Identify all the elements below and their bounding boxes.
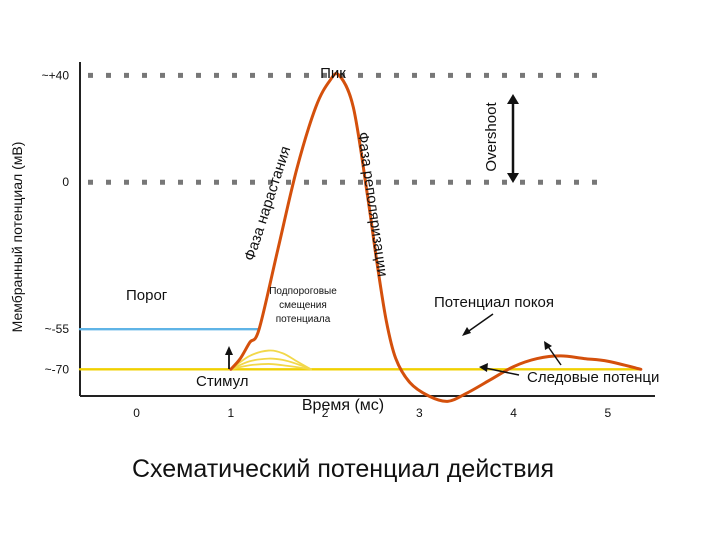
resting-potential-label: Потенциал покоя	[434, 294, 554, 311]
stimulus-label: Стимул	[196, 373, 249, 390]
chart-title: Схематический потенциал действия	[132, 455, 554, 483]
peak-label: Пик	[320, 65, 346, 82]
threshold-label: Порог	[126, 287, 168, 304]
y-tick-label: ~-55	[45, 322, 70, 336]
resting-potential-arrow	[462, 313, 494, 336]
repolarization-phase-label: Фаза реполяризации	[354, 131, 391, 278]
x-tick-labels: 0 1 2 3 4 5	[133, 406, 611, 420]
subthreshold-1-series	[229, 349, 312, 371]
after-potential-arrow-left	[479, 363, 520, 376]
x-tick-label: 2	[322, 406, 329, 420]
x-tick-label: 5	[605, 406, 612, 420]
x-axis-title: Время (мс)	[302, 397, 384, 414]
after-potential-label: Следовые потенци	[527, 369, 659, 386]
subthreshold-label-line-1: Подпороговые	[269, 286, 337, 297]
subthreshold-2-series	[229, 357, 312, 371]
y-tick-label: ~-70	[45, 362, 70, 376]
overshoot-double-arrow	[507, 94, 519, 183]
rising-phase-label: Фаза нарастания	[241, 144, 294, 263]
y-tick-label: ~+40	[42, 68, 70, 82]
y-tick-labels: ~+40 0 ~-55 ~-70	[42, 68, 70, 376]
x-tick-label: 1	[227, 406, 234, 420]
action-potential-series	[229, 72, 643, 403]
subthreshold-label-line-3: потенциала	[276, 314, 331, 325]
x-tick-label: 4	[510, 406, 517, 420]
subthreshold-3-series	[229, 363, 312, 371]
y-axis-title: Мембранный потенциал (мВ)	[9, 142, 25, 333]
after-potential-arrow-right	[544, 341, 562, 366]
x-tick-label: 3	[416, 406, 423, 420]
y-tick-label: 0	[62, 175, 69, 189]
x-tick-label: 0	[133, 406, 140, 420]
overshoot-label: Overshoot	[483, 102, 500, 172]
subthreshold-label-line-2: смещения	[279, 300, 327, 311]
series-layer	[78, 72, 643, 403]
stimulus-arrow	[225, 346, 233, 369]
dotted-grid	[88, 72, 610, 185]
